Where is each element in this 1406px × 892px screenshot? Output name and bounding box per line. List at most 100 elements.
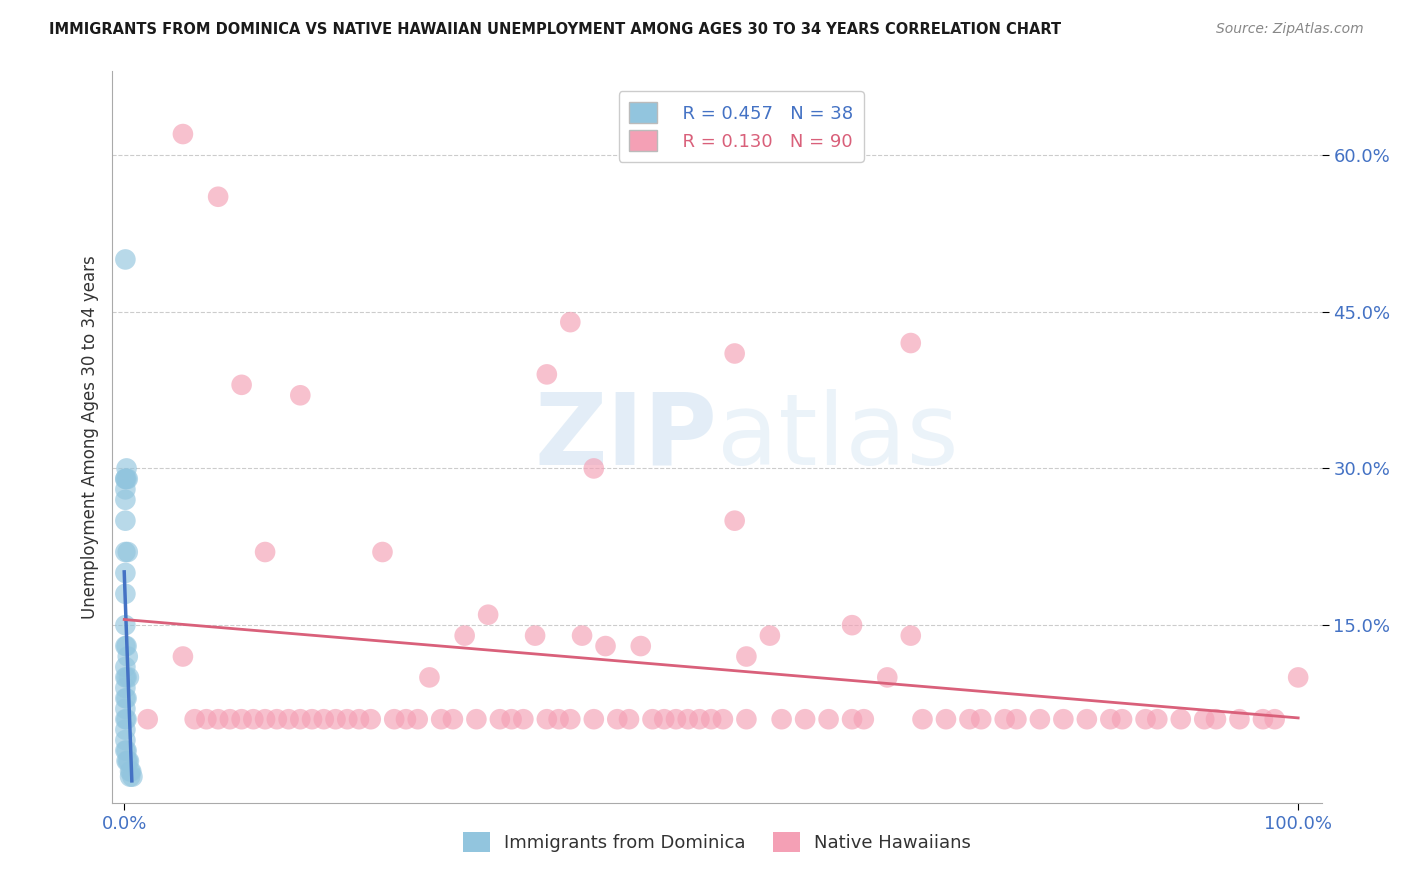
Point (489, 712, 512, 726)
Point (382, 712, 405, 726)
Point (347, 712, 370, 726)
Point (665, 712, 688, 726)
Point (959, 712, 981, 726)
Point (970, 712, 993, 726)
Point (1286, 670, 1309, 684)
Point (114, 587, 136, 601)
Point (114, 702, 136, 716)
Point (325, 712, 347, 726)
Point (114, 472, 136, 486)
Point (117, 754, 139, 768)
Point (114, 691, 136, 706)
Point (207, 190, 229, 204)
Point (524, 629, 547, 643)
Point (231, 712, 253, 726)
Point (231, 377, 253, 392)
Point (1194, 712, 1216, 726)
Point (114, 252, 136, 267)
Point (172, 649, 194, 664)
Point (724, 346, 747, 360)
Point (254, 712, 277, 726)
Point (115, 639, 138, 653)
Point (688, 712, 710, 726)
Point (360, 712, 382, 726)
Point (1052, 712, 1074, 726)
Point (114, 670, 136, 684)
Point (120, 764, 142, 779)
Point (453, 629, 475, 643)
Point (114, 712, 136, 726)
Point (560, 712, 582, 726)
Point (536, 712, 558, 726)
Point (290, 712, 312, 726)
Point (406, 712, 429, 726)
Point (114, 472, 136, 486)
Point (465, 712, 488, 726)
Point (770, 712, 793, 726)
Point (118, 670, 141, 684)
Point (935, 712, 957, 726)
Point (115, 712, 138, 726)
Point (994, 712, 1017, 726)
Point (115, 743, 138, 757)
Point (617, 712, 640, 726)
Point (114, 566, 136, 580)
Point (477, 607, 499, 622)
Point (117, 472, 139, 486)
Point (1229, 712, 1251, 726)
Point (277, 712, 299, 726)
Point (371, 545, 394, 559)
Point (207, 712, 229, 726)
Point (841, 618, 863, 632)
Point (759, 629, 782, 643)
Point (120, 764, 142, 779)
Point (700, 712, 723, 726)
Point (571, 629, 593, 643)
Point (301, 712, 323, 726)
Point (266, 712, 288, 726)
Point (900, 629, 922, 643)
Point (115, 754, 138, 768)
Point (1111, 712, 1133, 726)
Point (218, 712, 240, 726)
Point (395, 712, 418, 726)
Point (1076, 712, 1098, 726)
Point (114, 483, 136, 497)
Point (254, 545, 277, 559)
Point (114, 723, 136, 737)
Text: Source: ZipAtlas.com: Source: ZipAtlas.com (1216, 22, 1364, 37)
Point (195, 712, 218, 726)
Point (183, 712, 205, 726)
Point (172, 127, 194, 141)
Point (676, 712, 699, 726)
Point (136, 712, 159, 726)
Point (117, 649, 139, 664)
Point (630, 639, 652, 653)
Text: atlas: atlas (717, 389, 959, 485)
Point (115, 472, 138, 486)
Point (1005, 712, 1028, 726)
Point (115, 670, 138, 684)
Point (114, 743, 136, 757)
Point (547, 712, 569, 726)
Point (817, 712, 839, 726)
Point (876, 670, 898, 684)
Point (1146, 712, 1168, 726)
Point (724, 514, 747, 528)
Point (900, 336, 922, 351)
Point (115, 691, 138, 706)
Point (735, 712, 758, 726)
Point (1029, 712, 1052, 726)
Legend: Immigrants from Dominica, Native Hawaiians: Immigrants from Dominica, Native Hawaiia… (456, 824, 979, 860)
Point (114, 733, 136, 747)
Point (121, 770, 143, 784)
Point (120, 770, 142, 784)
Point (501, 712, 523, 726)
Point (290, 388, 312, 402)
Point (1205, 712, 1227, 726)
Point (430, 712, 453, 726)
Point (115, 461, 138, 475)
Point (1135, 712, 1157, 726)
Point (418, 670, 440, 684)
Point (114, 618, 136, 632)
